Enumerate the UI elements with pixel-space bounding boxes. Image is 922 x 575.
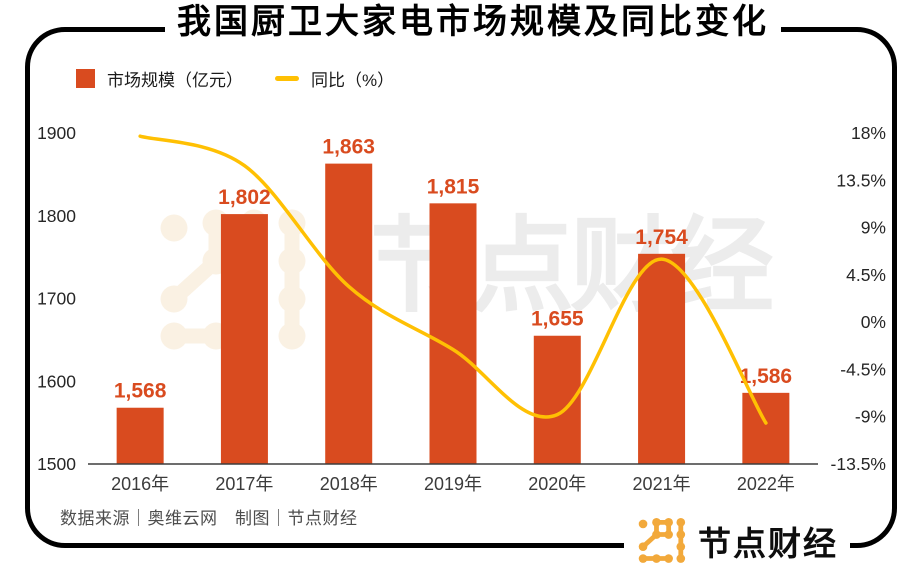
bar-value-label: 1,586 xyxy=(740,365,793,388)
line-series-label: 同比（%） xyxy=(311,71,395,90)
bar-value-label: 1,802 xyxy=(218,186,271,209)
bar-2018年 xyxy=(325,163,373,464)
x-axis-label: 2019年 xyxy=(424,474,482,494)
bar-2021年 xyxy=(638,253,686,464)
source-note: 数据来源｜奥维云网 制图｜节点财经 xyxy=(60,509,358,528)
brand-logo-icon xyxy=(638,518,686,563)
bar-series-swatch xyxy=(76,69,95,88)
bar-value-label: 1,754 xyxy=(635,226,688,249)
left-axis-tick: 1500 xyxy=(37,454,76,474)
x-axis-label: 2021年 xyxy=(633,474,691,494)
left-axis-tick: 1600 xyxy=(37,371,76,391)
line-series-swatch xyxy=(275,76,299,81)
right-axis-tick: 18% xyxy=(851,123,886,143)
bar-value-label: 1,568 xyxy=(114,380,167,403)
bar-value-label: 1,815 xyxy=(427,175,480,198)
node-logo-icon xyxy=(638,518,686,563)
right-axis-tick: 0% xyxy=(861,312,886,332)
bar-series-label: 市场规模（亿元） xyxy=(107,71,243,90)
x-axis-label: 2020年 xyxy=(528,474,586,494)
bar-2017年 xyxy=(220,214,268,464)
right-axis-tick: -13.5% xyxy=(831,454,886,474)
left-axis-tick: 1900 xyxy=(37,123,76,143)
x-axis-label: 2022年 xyxy=(737,474,795,494)
yoy-line xyxy=(138,134,768,425)
bar-value-label: 1,655 xyxy=(531,308,584,331)
brand-logo: 节点财经 xyxy=(624,510,850,572)
right-axis-tick: -4.5% xyxy=(840,359,886,379)
x-axis-label: 2016年 xyxy=(111,474,169,494)
right-axis-tick: 9% xyxy=(861,218,886,238)
brand-logo-text: 节点财经 xyxy=(698,525,838,562)
right-axis-tick: -9% xyxy=(855,407,886,427)
right-axis-tick: 13.5% xyxy=(836,170,886,190)
bar-2019年 xyxy=(429,203,477,464)
legend: 市场规模（亿元） 同比（%） xyxy=(76,66,394,91)
x-axis-label: 2017年 xyxy=(215,474,273,494)
page-title: 我国厨卫大家电市场规模及同比变化 xyxy=(165,0,781,44)
left-axis-tick: 1700 xyxy=(37,289,76,309)
bar-value-label: 1,863 xyxy=(322,136,375,159)
left-axis-tick: 1800 xyxy=(37,206,76,226)
bar-2016年 xyxy=(116,407,164,464)
x-axis-label: 2018年 xyxy=(320,474,378,494)
right-axis-tick: 4.5% xyxy=(846,265,886,285)
bar-2022年 xyxy=(742,392,790,464)
